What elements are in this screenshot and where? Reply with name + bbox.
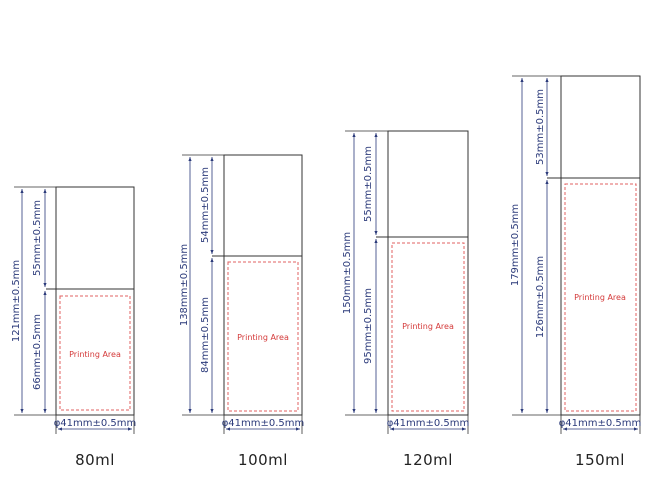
diameter-label: φ41mm±0.5mm: [222, 418, 305, 429]
body-height-label: 84mm±0.5mm: [200, 297, 211, 373]
bottle-outline: [387, 130, 469, 416]
bottle-150ml: Printing Area 179mm±0.5mm 53mm±0.5mm 126…: [510, 75, 642, 469]
cap-height-label: 54mm±0.5mm: [200, 167, 211, 243]
bottle-120ml: Printing Area 150mm±0.5mm 55mm±0.5mm 95m…: [342, 130, 470, 469]
bottle-100ml: Printing Area 138mm±0.5mm 54mm±0.5mm 84m…: [179, 154, 305, 469]
printing-area-label: Printing Area: [237, 333, 289, 342]
printing-area: [227, 261, 299, 412]
printing-area: [564, 183, 637, 412]
diameter-label: φ41mm±0.5mm: [559, 418, 642, 429]
cap-height-label: 55mm±0.5mm: [363, 146, 374, 222]
capacity-label: 120ml: [403, 451, 453, 469]
printing-area-label: Printing Area: [402, 322, 454, 331]
total-height-label: 150mm±0.5mm: [342, 232, 353, 314]
printing-area-label: Printing Area: [574, 293, 626, 302]
body-height-label: 66mm±0.5mm: [32, 314, 43, 390]
bottle-outline: [223, 154, 303, 416]
diameter-label: φ41mm±0.5mm: [54, 418, 137, 429]
diameter-label: φ41mm±0.5mm: [387, 418, 470, 429]
bottle-outline: [55, 186, 135, 416]
capacity-label: 150ml: [575, 451, 625, 469]
printing-area: [391, 242, 465, 412]
bottle-80ml: Printing Area 121mm±0.5mm 55mm±0.5mm 66m…: [11, 186, 137, 469]
cap-height-label: 55mm±0.5mm: [32, 200, 43, 276]
capacity-label: 80ml: [75, 451, 115, 469]
printing-area: [59, 295, 131, 411]
total-height-label: 121mm±0.5mm: [11, 260, 22, 342]
total-height-label: 179mm±0.5mm: [510, 204, 521, 286]
capacity-label: 100ml: [238, 451, 288, 469]
printing-area-label: Printing Area: [69, 350, 121, 359]
body-height-label: 95mm±0.5mm: [363, 288, 374, 364]
total-height-label: 138mm±0.5mm: [179, 244, 190, 326]
body-height-label: 126mm±0.5mm: [535, 256, 546, 338]
cap-height-label: 53mm±0.5mm: [535, 89, 546, 165]
bottle-outline: [560, 75, 641, 416]
